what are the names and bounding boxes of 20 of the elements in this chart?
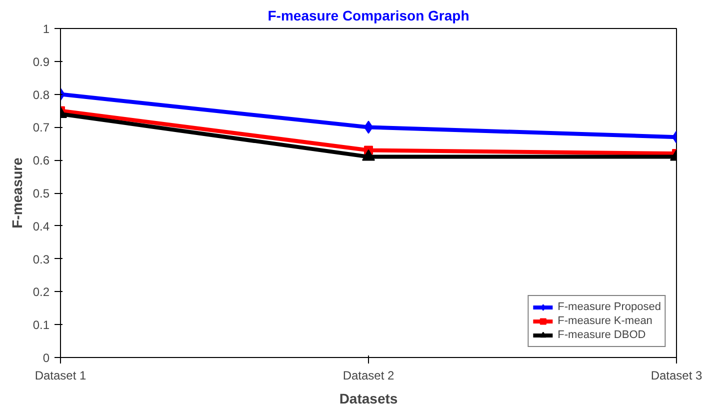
x-tick-label: Dataset 2 <box>342 368 395 382</box>
y-tick-label: 0.8 <box>32 88 50 102</box>
y-tick-label: 0.5 <box>32 186 50 200</box>
y-tick-label: 0 <box>42 351 50 365</box>
y-tick-label: 0.1 <box>32 318 50 332</box>
x-tick-label: Dataset 3 <box>650 368 703 382</box>
x-axis-title: Datasets <box>339 390 398 406</box>
y-tick-label: 1 <box>42 22 50 36</box>
legend-label: F-measure K-mean <box>558 314 652 328</box>
legend-label: F-measure DBOD <box>558 328 646 342</box>
chart-title: F-measure Comparison Graph <box>268 8 470 24</box>
y-tick-label: 0.9 <box>32 54 50 69</box>
y-tick-label: 0.7 <box>32 120 50 135</box>
x-tick-label: Dataset 1 <box>34 368 87 382</box>
y-tick-label: 0.2 <box>32 285 50 300</box>
y-tick-label: 0.6 <box>32 154 50 168</box>
legend-label: F-measure Proposed <box>558 300 661 314</box>
y-axis-title: F-measure <box>8 157 25 228</box>
y-tick-label: 0.3 <box>32 252 50 266</box>
y-tick-label: 0.4 <box>32 219 50 234</box>
